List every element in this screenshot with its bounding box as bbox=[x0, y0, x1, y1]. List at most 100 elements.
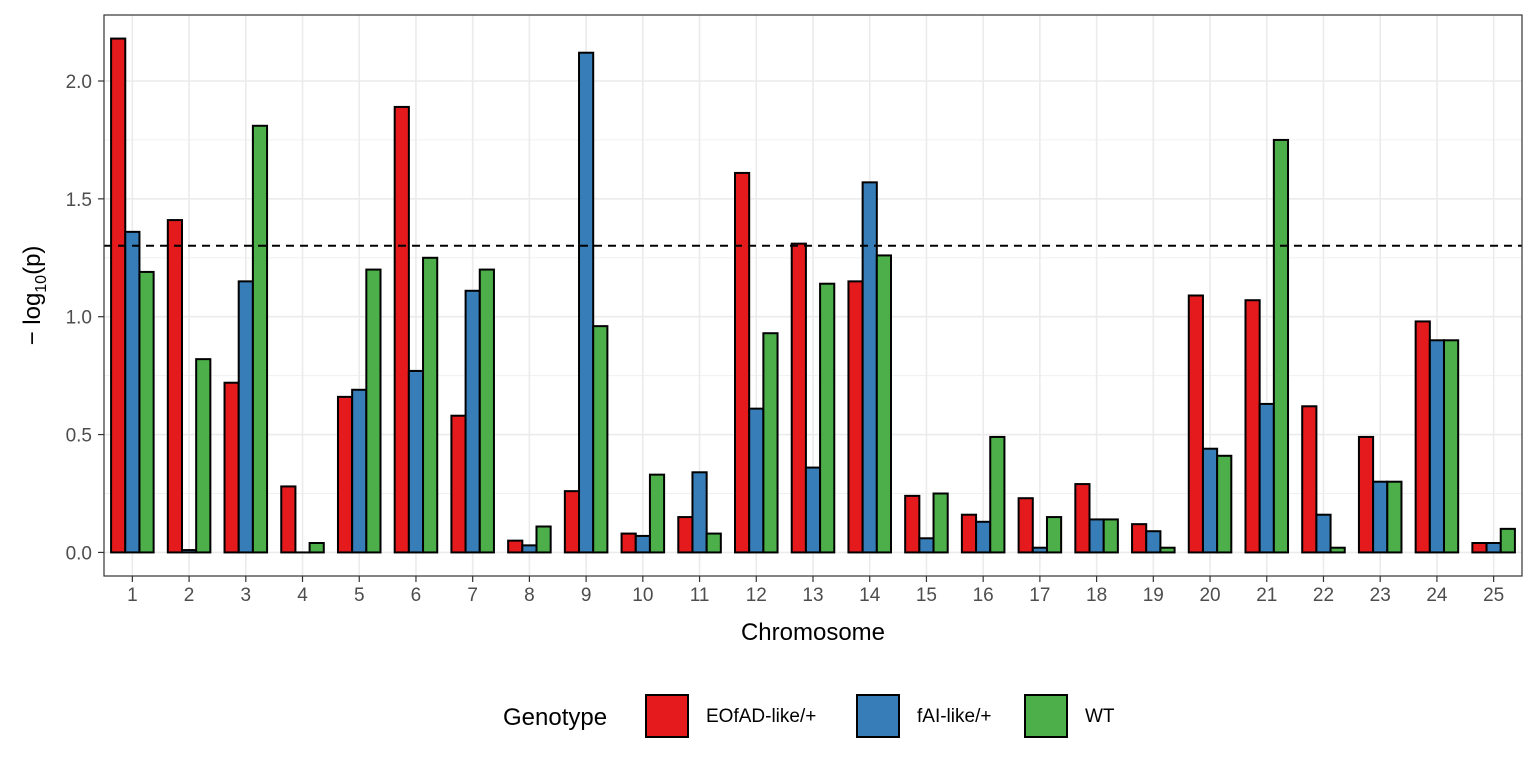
bar bbox=[1031, 546, 1048, 554]
bar bbox=[1301, 405, 1318, 554]
bar bbox=[1102, 518, 1119, 554]
bar bbox=[592, 325, 609, 554]
bar bbox=[861, 181, 878, 554]
bar bbox=[819, 282, 836, 554]
bar bbox=[648, 473, 666, 554]
legend-label: fAI-like/+ bbox=[917, 706, 991, 727]
legend-key bbox=[856, 694, 900, 738]
bar bbox=[336, 395, 354, 554]
bar bbox=[1329, 546, 1346, 554]
x-tick-label: 3 bbox=[241, 585, 252, 606]
bar bbox=[422, 256, 439, 554]
bar bbox=[1471, 542, 1488, 554]
x-tick-label: 13 bbox=[802, 585, 823, 606]
x-tick-label: 2 bbox=[184, 585, 195, 606]
bar bbox=[1315, 513, 1332, 554]
x-tick-label: 23 bbox=[1370, 585, 1391, 606]
legend-label: WT bbox=[1085, 706, 1115, 727]
x-tick-label: 14 bbox=[859, 585, 881, 606]
bar bbox=[748, 407, 765, 554]
y-tick-label: 1.0 bbox=[66, 308, 92, 329]
bar bbox=[124, 230, 141, 554]
bar bbox=[691, 471, 708, 554]
x-tick-label: 17 bbox=[1029, 585, 1050, 606]
bar bbox=[578, 51, 595, 554]
x-axis: 1 2 3 4 5 6 7 8 9 10 11 12 13 14 15 16 17 18 19 20 21 22 23 24 2… bbox=[127, 576, 1504, 606]
bar bbox=[1074, 483, 1091, 554]
x-tick-label: 19 bbox=[1143, 585, 1164, 606]
bar bbox=[223, 381, 240, 554]
bar bbox=[535, 525, 552, 554]
x-tick-label: 15 bbox=[916, 585, 937, 606]
bar bbox=[847, 280, 864, 554]
y-tick-label: 0.0 bbox=[66, 543, 92, 564]
x-tick-label: 4 bbox=[297, 585, 308, 606]
bar bbox=[1485, 542, 1502, 554]
x-tick-label: 11 bbox=[690, 585, 710, 606]
bar bbox=[450, 414, 467, 554]
bar bbox=[507, 539, 524, 554]
bar bbox=[1201, 447, 1219, 554]
bar bbox=[1372, 480, 1389, 554]
x-tick-label: 6 bbox=[411, 585, 422, 606]
x-tick-label: 16 bbox=[973, 585, 994, 606]
bar bbox=[563, 490, 581, 554]
bar bbox=[1414, 320, 1431, 554]
bar bbox=[677, 516, 694, 554]
x-tick-label: 22 bbox=[1313, 585, 1334, 606]
bar bbox=[634, 534, 651, 554]
bars bbox=[110, 37, 1516, 554]
bar bbox=[1244, 299, 1261, 554]
y-tick-label: 1.5 bbox=[66, 190, 92, 211]
x-tick-label: 9 bbox=[581, 585, 592, 606]
bar bbox=[521, 544, 538, 554]
bar bbox=[1428, 339, 1446, 554]
bar bbox=[393, 105, 410, 554]
bar bbox=[989, 435, 1006, 554]
legend-title: Genotype bbox=[503, 704, 607, 731]
legend-key bbox=[1024, 694, 1068, 738]
bar bbox=[734, 171, 751, 554]
bar bbox=[478, 268, 495, 554]
x-tick-label: 12 bbox=[746, 585, 767, 606]
bar bbox=[918, 537, 935, 554]
bar bbox=[960, 513, 978, 554]
bar bbox=[1159, 546, 1176, 554]
legend-label: EOfAD-like/+ bbox=[706, 706, 816, 727]
y-tick-label: 2.0 bbox=[66, 72, 92, 93]
bar bbox=[1272, 138, 1290, 554]
bar bbox=[1357, 435, 1375, 554]
bar bbox=[1258, 402, 1275, 554]
bar bbox=[407, 369, 425, 554]
bar bbox=[365, 268, 382, 554]
x-tick-label: 10 bbox=[632, 585, 653, 606]
x-tick-label: 5 bbox=[354, 585, 365, 606]
bar bbox=[308, 542, 325, 554]
y-axis-title-suffix: (p) bbox=[19, 246, 46, 275]
x-tick-label: 8 bbox=[524, 585, 535, 606]
bar bbox=[904, 494, 921, 554]
bar bbox=[237, 280, 254, 554]
bar bbox=[620, 532, 637, 554]
bar bbox=[280, 485, 297, 554]
bar bbox=[1045, 516, 1063, 554]
y-axis: 0.0 0.5 1.0 1.5 2.0 bbox=[66, 72, 104, 564]
y-axis-title: − log10(p) bbox=[19, 246, 50, 346]
bar bbox=[464, 289, 481, 554]
bar bbox=[1443, 339, 1460, 554]
x-axis-title: Chromosome bbox=[741, 619, 885, 646]
x-tick-label: 20 bbox=[1199, 585, 1220, 606]
bar bbox=[166, 219, 183, 554]
y-tick-label: 0.5 bbox=[66, 426, 92, 447]
bar bbox=[1386, 480, 1403, 554]
x-tick-label: 24 bbox=[1426, 585, 1448, 606]
bar bbox=[705, 532, 722, 554]
bar bbox=[1088, 518, 1105, 554]
bar bbox=[762, 332, 779, 554]
x-tick-label: 25 bbox=[1483, 585, 1504, 606]
bar bbox=[932, 492, 949, 554]
y-axis-title-prefix: − log bbox=[19, 293, 46, 346]
bar bbox=[1499, 527, 1516, 554]
x-tick-label: 7 bbox=[467, 585, 478, 606]
